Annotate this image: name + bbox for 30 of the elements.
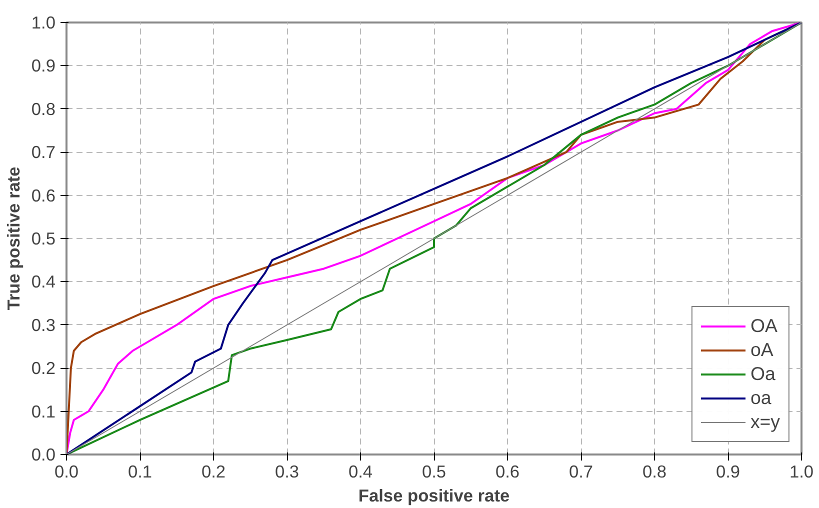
y-axis-title: True positive rate [3, 166, 24, 310]
x-axis-title: False positive rate [358, 486, 510, 506]
y-tick-label: 0.0 [31, 444, 56, 464]
x-tick-label: 0.8 [642, 462, 667, 482]
y-tick-label: 0.9 [31, 56, 56, 76]
legend-label: OA [750, 315, 778, 337]
x-tick-label: 0.6 [495, 462, 520, 482]
x-tick-label: 0.4 [348, 462, 373, 482]
x-tick-label: 0.9 [716, 462, 740, 482]
x-tick-label: 0.3 [274, 462, 300, 482]
legend-label: oA [750, 339, 774, 361]
x-tick-label: 0.5 [422, 462, 446, 482]
y-tick-label: 1.0 [31, 12, 56, 32]
y-tick-label: 0.5 [31, 228, 56, 248]
y-tick-label: 0.4 [31, 272, 56, 292]
y-tick-label: 0.2 [31, 358, 56, 378]
y-tick-label: 0.6 [31, 185, 56, 206]
y-tick-label: 0.3 [31, 314, 56, 335]
x-tick-label: 0.7 [568, 462, 594, 482]
y-tick-label: 0.7 [31, 142, 56, 162]
legend-label: oa [750, 387, 772, 409]
x-tick-label: 0.2 [201, 462, 226, 482]
x-tick-label: 1.0 [789, 462, 814, 482]
y-tick-label: 0.8 [31, 98, 56, 119]
legend-label: x=y [750, 411, 780, 433]
legend-label: Oa [750, 363, 776, 385]
line-series [66, 22, 802, 454]
x-tick-label: 0.1 [128, 462, 152, 482]
y-tick-label: 0.1 [31, 401, 56, 422]
x-tick-label: 0.0 [54, 462, 79, 482]
